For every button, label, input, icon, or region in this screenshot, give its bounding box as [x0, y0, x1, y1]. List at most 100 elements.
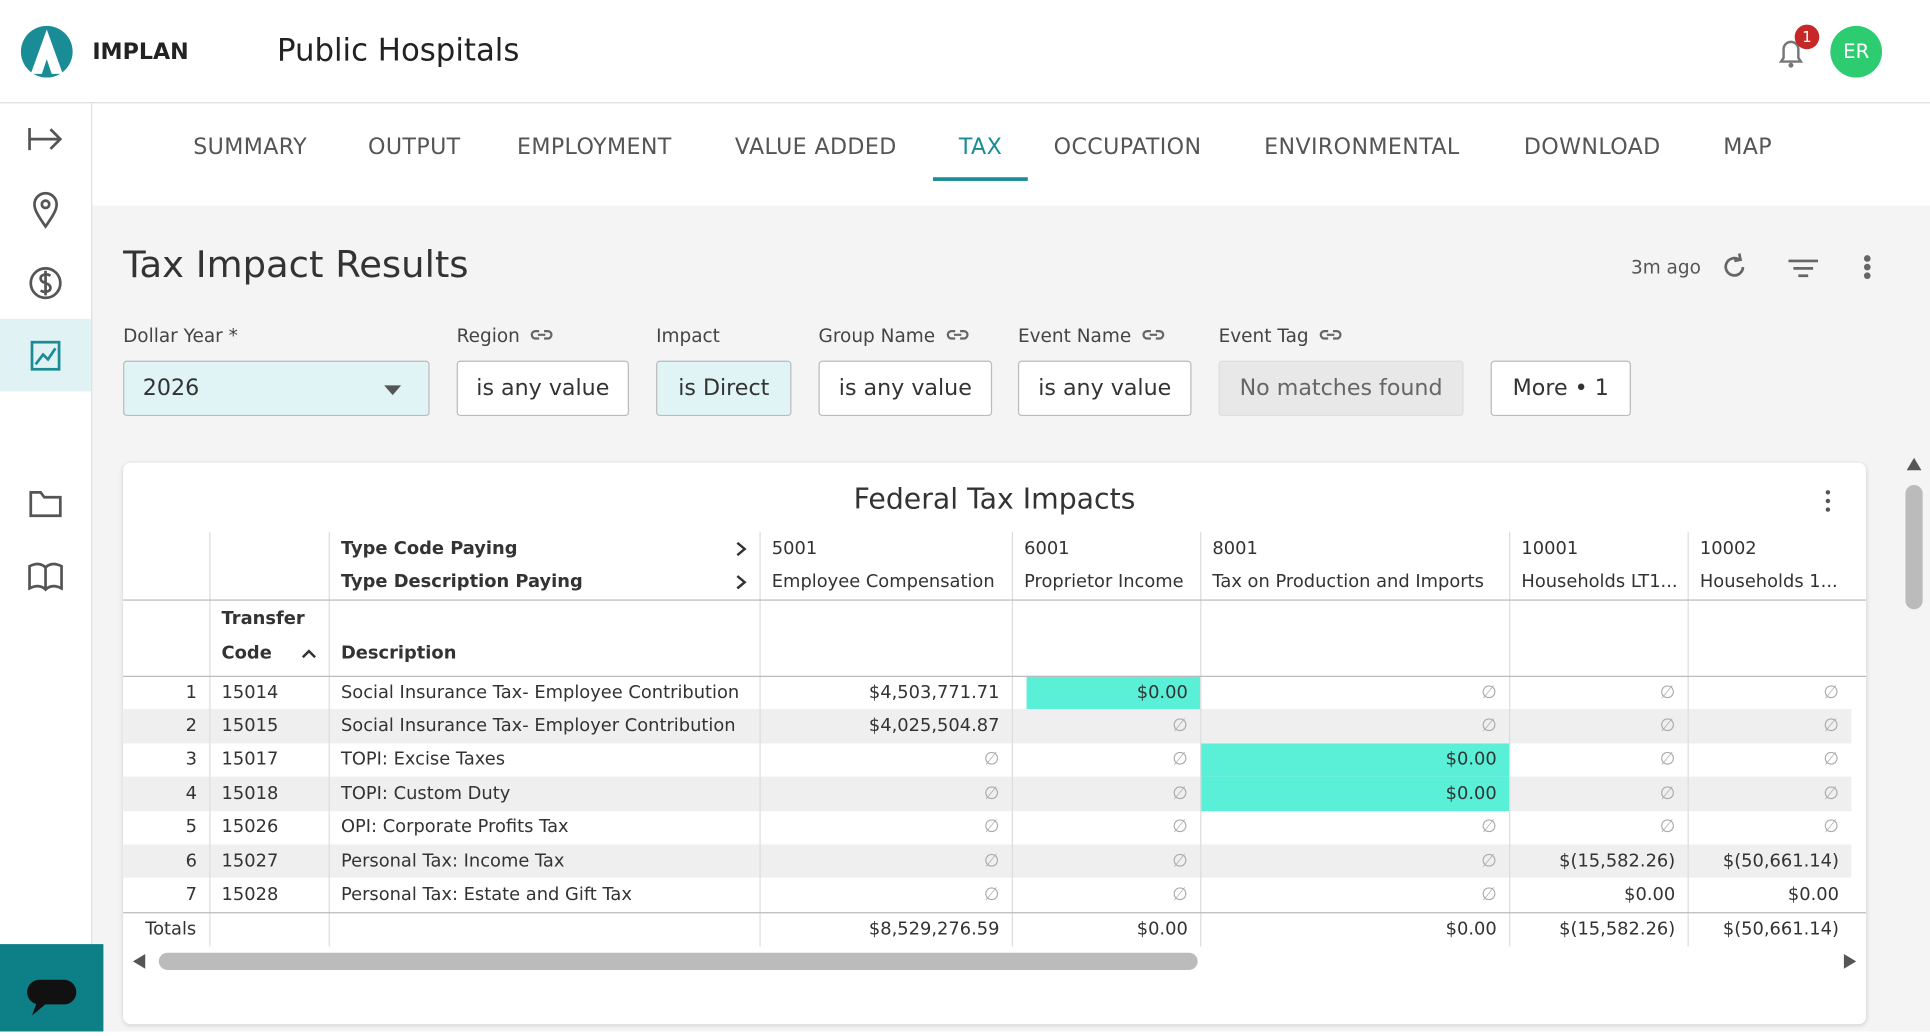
- row-number: 2: [185, 716, 197, 737]
- avatar[interactable]: ER: [1830, 25, 1883, 78]
- column-code: 5001: [771, 538, 818, 559]
- value-cell: $4,025,504.87: [868, 716, 1000, 737]
- row-number: 1: [185, 682, 197, 703]
- table-card: Federal Tax Impacts Type Code Paying Type…: [123, 462, 1867, 1025]
- column-description: Households 1...: [1699, 571, 1838, 592]
- filter-value: is any value: [838, 375, 972, 402]
- value-cell: ∅: [1481, 716, 1497, 737]
- chat-icon: [27, 979, 77, 1016]
- grid-line: [123, 599, 1867, 601]
- chat-button[interactable]: [0, 944, 104, 1032]
- value-cell: $(50,661.14): [1722, 851, 1839, 872]
- grid-line: [328, 531, 330, 947]
- pivot-label: Type Code Paying: [329, 532, 760, 565]
- project-title: Public Hospitals: [276, 32, 520, 68]
- transfer-code: 15027: [221, 851, 279, 872]
- value-cell: ∅: [1481, 817, 1497, 838]
- value-cell: ∅: [1823, 716, 1839, 737]
- column-code: 10002: [1699, 538, 1757, 559]
- grid-line: [1509, 531, 1511, 947]
- h-scrollbar[interactable]: [158, 952, 1198, 970]
- row-stripe: [123, 709, 1852, 744]
- value-cell: $0.00: [1136, 682, 1188, 703]
- updated-time: 3m ago: [1630, 256, 1701, 279]
- filter-label: Group Name: [819, 325, 970, 347]
- v-scrollbar[interactable]: [1903, 455, 1925, 615]
- expand-icon[interactable]: [735, 540, 747, 557]
- tab[interactable]: TAX: [958, 134, 1003, 161]
- value-cell: ∅: [1172, 750, 1188, 770]
- pivot-label-text: Type Description Paying: [340, 571, 583, 592]
- link-icon: [531, 330, 553, 340]
- filter-value: More • 1: [1512, 375, 1609, 402]
- tab[interactable]: MAP: [1723, 134, 1773, 161]
- value-cell: ∅: [983, 783, 1000, 804]
- value-cell: ∅: [1659, 682, 1676, 703]
- filter-box[interactable]: 2026: [123, 360, 430, 417]
- grid-line: [1687, 531, 1689, 947]
- row-number: 4: [185, 783, 197, 804]
- transfer-code: 15028: [221, 885, 279, 905]
- sort-icon[interactable]: [301, 649, 317, 659]
- tab[interactable]: SUMMARY: [193, 134, 308, 161]
- total-cell: $8,529,276.59: [868, 919, 1000, 939]
- tab[interactable]: VALUE ADDED: [734, 134, 897, 161]
- table-menu[interactable]: [1819, 487, 1836, 514]
- brand: IMPLAN: [92, 39, 189, 66]
- description: Social Insurance Tax- Employee Contribut…: [340, 682, 740, 703]
- tab[interactable]: ENVIRONMENTAL: [1264, 134, 1460, 161]
- row-number: 6: [185, 851, 197, 872]
- notifications-button[interactable]: [1772, 34, 1809, 71]
- transfer-code: 15015: [221, 716, 279, 737]
- value-cell: ∅: [1481, 851, 1497, 872]
- row-header-text: Code: [221, 643, 272, 664]
- filter-box[interactable]: is any value: [818, 360, 993, 417]
- scroll-arrows[interactable]: [130, 953, 1858, 970]
- tab[interactable]: OCCUPATION: [1053, 134, 1202, 161]
- tab[interactable]: DOWNLOAD: [1523, 134, 1661, 161]
- description: Social Insurance Tax- Employer Contribut…: [340, 716, 736, 737]
- filter-value: is any value: [1038, 375, 1172, 402]
- row-header: Code: [209, 636, 328, 670]
- value-cell: ∅: [983, 750, 1000, 770]
- column-description: Households LT1...: [1521, 571, 1678, 592]
- column-code: 6001: [1024, 538, 1070, 559]
- tab-bar: SUMMARY OUTPUT EMPLOYMENT VALUE ADDED TAX OCC…: [92, 103, 1930, 206]
- value-cell: ∅: [1172, 851, 1188, 872]
- table-title: Federal Tax Impacts: [853, 483, 1136, 516]
- filter-label: Event Tag: [1219, 325, 1343, 347]
- transfer-code: 15018: [221, 783, 279, 804]
- filter-box[interactable]: is any value: [456, 360, 629, 417]
- totals-label: Totals: [145, 919, 197, 939]
- description: TOPI: Excise Taxes: [340, 750, 506, 770]
- column-code: 10001: [1521, 538, 1579, 559]
- toolbar-icons[interactable]: [1717, 250, 1889, 284]
- pivot-label-text: Type Code Paying: [340, 538, 518, 559]
- top-bar: [0, 0, 1930, 104]
- expand-icon[interactable]: [735, 573, 747, 590]
- value-cell: ∅: [1481, 682, 1497, 703]
- sidebar-icons[interactable]: [0, 103, 91, 620]
- value-cell: ∅: [1172, 885, 1188, 905]
- filter-box[interactable]: More • 1: [1490, 360, 1631, 417]
- value-cell: $(15,582.26): [1559, 851, 1676, 872]
- grid-line: [1200, 531, 1202, 947]
- description: Personal Tax: Income Tax: [340, 851, 565, 872]
- filter-box[interactable]: is any value: [1017, 360, 1192, 417]
- value-cell: ∅: [1659, 817, 1676, 838]
- transfer-code: 15014: [221, 682, 279, 703]
- tab[interactable]: OUTPUT: [368, 134, 461, 161]
- row-number: 5: [185, 817, 197, 838]
- page-title: Tax Impact Results: [123, 243, 469, 287]
- filter-box[interactable]: No matches found: [1218, 360, 1464, 417]
- row-number: 7: [185, 885, 197, 905]
- row-stripe: [123, 776, 1852, 811]
- total-cell: $0.00: [1445, 919, 1497, 939]
- filter-box[interactable]: is Direct: [656, 360, 792, 417]
- tab[interactable]: EMPLOYMENT: [516, 134, 672, 161]
- value-cell: ∅: [1823, 750, 1839, 770]
- value-cell: ∅: [983, 851, 1000, 872]
- value-cell: ∅: [1172, 817, 1188, 838]
- value-cell: ∅: [983, 885, 1000, 905]
- value-cell: ∅: [1823, 682, 1839, 703]
